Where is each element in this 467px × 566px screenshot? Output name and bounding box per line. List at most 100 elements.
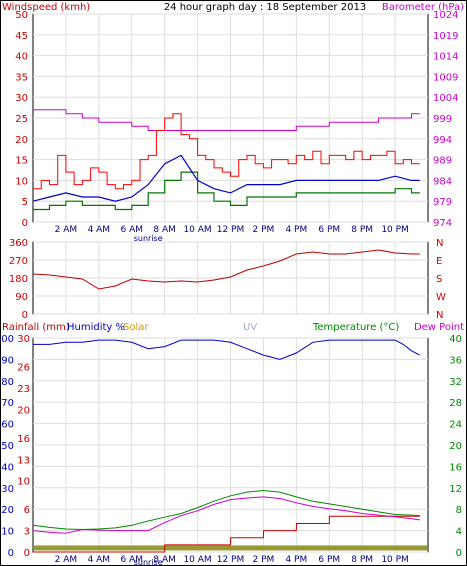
barometer-line	[33, 109, 420, 131]
x-tick-label: 2 PM	[253, 555, 275, 565]
x-tick-label: 10 PM	[381, 555, 409, 565]
rainfall-tick-label: 6	[24, 505, 30, 516]
x-tick-label: 8 AM	[153, 225, 176, 235]
humidity-tick-label: 20	[1, 505, 14, 516]
dewpoint-axis-label: Dew Point	[414, 322, 464, 333]
x-tick-label: 8 PM	[351, 225, 373, 235]
x-tick-label: 10 PM	[381, 225, 409, 235]
humidity-tick-label: 40	[1, 462, 14, 473]
humidity-tick-label: 30	[1, 484, 14, 495]
humidity-tick-label: 60	[1, 420, 14, 431]
humidity-tick-label: 90	[1, 355, 14, 366]
temperature-tick-label: 16	[449, 462, 462, 473]
uv-axis-label: UV	[243, 322, 257, 333]
temperature-line	[32, 489, 420, 531]
temperature-tick-label: 12	[449, 484, 462, 495]
windspeed-axis-label: Windspeed (kmh)	[2, 2, 90, 13]
x-tick-label: 12 PM	[217, 225, 245, 235]
x-tick-label: 4 AM	[88, 225, 111, 235]
windspeed-tick-label: 10	[15, 176, 28, 187]
x-tick-label: 10 AM	[183, 555, 211, 565]
avg-wind-line	[32, 154, 420, 202]
rainfall-tick-label: 0	[24, 548, 30, 559]
temperature-tick-label: 28	[449, 398, 462, 409]
barometer-axis-label: Barometer (hPa)	[382, 2, 464, 13]
rainfall-line	[33, 515, 420, 553]
compass-tick-label: N	[436, 310, 443, 321]
windspeed-line	[33, 113, 420, 190]
x-tick-label: 2 PM	[253, 225, 275, 235]
sunrise-label: sunrise	[134, 558, 163, 566]
x-tick-label: 8 AM	[153, 555, 176, 565]
sunrise-label: sunrise	[134, 234, 163, 243]
humidity-tick-label: 100	[0, 334, 14, 345]
barometer-tick-label: 994	[433, 135, 452, 146]
x-tick-label: 10 AM	[183, 225, 211, 235]
barometer-tick-label: 999	[433, 114, 452, 125]
solar-axis-label: Solar	[123, 322, 149, 333]
temperature-axis-label: Temperature (°C)	[312, 322, 399, 333]
temperature-tick-label: 24	[449, 420, 462, 431]
wind-direction-line	[32, 249, 420, 290]
tick-labels: 0510152025303540455097497998498999499910…	[0, 10, 462, 566]
direction-tick-label: 270	[9, 256, 28, 267]
temperature-tick-label: 8	[456, 505, 462, 516]
barometer-tick-label: 979	[433, 197, 452, 208]
rainfall-tick-label: 10	[17, 477, 30, 488]
x-tick-label: 6 AM	[120, 225, 143, 235]
direction-tick-label: 360	[9, 238, 28, 249]
x-tick-label: 6 AM	[120, 555, 143, 565]
rainfall-tick-label: 23	[17, 384, 30, 395]
windspeed-tick-label: 0	[22, 218, 28, 229]
windspeed-tick-label: 20	[15, 135, 28, 146]
rainfall-tick-label: 3	[24, 527, 30, 538]
barometer-tick-label: 1004	[433, 93, 458, 104]
barometer-tick-label: 1014	[433, 52, 458, 63]
barometer-tick-label: 984	[433, 176, 452, 187]
data-series	[32, 109, 427, 553]
rainfall-axis-label: Rainfall (mm)	[2, 322, 70, 333]
x-tick-label: 6 PM	[318, 225, 340, 235]
rainfall-tick-label: 20	[17, 405, 30, 416]
rainfall-tick-label: 13	[17, 455, 30, 466]
temperature-tick-label: 4	[456, 527, 462, 538]
x-tick-label: 4 AM	[88, 555, 111, 565]
compass-tick-label: W	[436, 292, 446, 303]
windspeed-tick-label: 45	[15, 31, 28, 42]
rainfall-tick-label: 26	[17, 363, 30, 374]
barometer-tick-label: 1009	[433, 72, 458, 83]
windspeed-tick-label: 25	[15, 114, 28, 125]
x-tick-label: 6 PM	[318, 555, 340, 565]
humidity-tick-label: 70	[1, 398, 14, 409]
temperature-tick-label: 36	[449, 355, 462, 366]
x-tick-label: 4 PM	[285, 225, 307, 235]
temperature-tick-label: 32	[449, 377, 462, 388]
humidity-tick-label: 10	[1, 527, 14, 538]
humidity-tick-label: 80	[1, 377, 14, 388]
compass-tick-label: S	[436, 274, 442, 285]
temperature-tick-label: 0	[456, 548, 462, 559]
humidity-line	[33, 339, 421, 360]
windspeed-tick-label: 5	[22, 197, 28, 208]
x-tick-label: 12 PM	[217, 555, 245, 565]
barometer-tick-label: 974	[433, 218, 452, 229]
compass-tick-label: E	[436, 256, 442, 267]
rainfall-tick-label: 16	[17, 434, 30, 445]
x-tick-label: 2 AM	[55, 225, 78, 235]
barometer-tick-label: 1024	[433, 10, 458, 21]
humidity-tick-label: 0	[8, 548, 14, 559]
x-tick-label: 2 AM	[55, 555, 78, 565]
windspeed-tick-label: 30	[15, 93, 28, 104]
dewpoint-line	[32, 496, 420, 534]
windspeed-tick-label: 50	[15, 10, 28, 21]
x-tick-label: 4 PM	[285, 555, 307, 565]
barometer-tick-label: 1019	[433, 31, 458, 42]
compass-tick-label: N	[436, 238, 443, 249]
solar-band	[34, 545, 427, 551]
chart-title: 24 hour graph day : 18 September 2013	[164, 2, 366, 13]
windspeed-tick-label: 40	[15, 52, 28, 63]
direction-tick-label: 90	[15, 292, 28, 303]
humidity-axis-label: Humidity %	[67, 322, 125, 333]
rainfall-tick-label: 30	[17, 334, 30, 345]
